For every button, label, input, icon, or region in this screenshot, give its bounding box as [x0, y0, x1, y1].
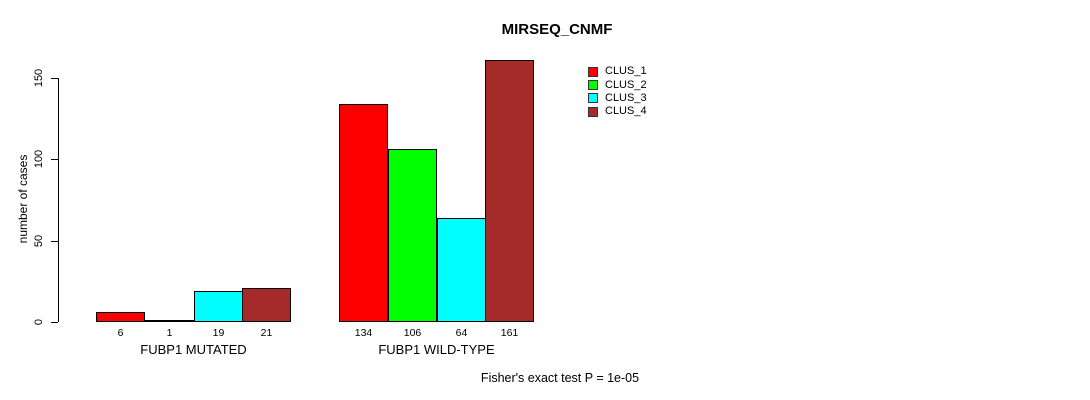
bar-clus_3: [437, 218, 486, 322]
bar-value-label: 161: [500, 327, 519, 339]
bar-clus_1: [339, 104, 388, 322]
bar-value-label: 6: [117, 327, 124, 339]
y-axis-tick: [51, 240, 58, 242]
legend: CLUS_1 CLUS_2 CLUS_3 CLUS_4: [588, 65, 647, 119]
legend-item: CLUS_1: [588, 65, 647, 78]
bar-clus_2: [145, 320, 194, 322]
legend-swatch-clus_4: [588, 106, 598, 117]
chart-title: MIRSEQ_CNMF: [501, 21, 613, 38]
y-axis-tick-label: 50: [33, 234, 45, 247]
y-axis-tick-label: 100: [33, 149, 45, 169]
y-axis-label: number of cases: [16, 154, 30, 244]
legend-item: CLUS_2: [588, 78, 647, 91]
legend-label: CLUS_3: [605, 91, 647, 104]
category-label: FUBP1 MUTATED: [140, 342, 247, 357]
legend-item: CLUS_4: [588, 105, 647, 118]
legend-swatch-clus_1: [588, 66, 598, 77]
category-label: FUBP1 WILD-TYPE: [378, 342, 495, 357]
stats-annotation: Fisher's exact test P = 1e-05: [480, 371, 640, 385]
legend-swatch-clus_3: [588, 93, 598, 104]
bar-clus_1: [96, 312, 145, 322]
y-axis-line: [58, 77, 59, 322]
legend-label: CLUS_2: [605, 78, 647, 91]
bar-value-label: 106: [403, 327, 422, 339]
y-axis-tick: [51, 322, 58, 323]
bar-value-label: 19: [212, 327, 225, 339]
y-axis-tick: [51, 77, 58, 79]
bar-clus_2: [388, 149, 437, 322]
y-axis-tick-label: 150: [33, 68, 45, 87]
bar-value-label: 134: [354, 327, 373, 339]
bar-value-label: 21: [260, 327, 273, 339]
legend-label: CLUS_1: [605, 65, 647, 78]
bar-clus_3: [194, 291, 243, 322]
y-axis-tick-label: 0: [33, 318, 45, 326]
bar-value-label: 64: [455, 327, 468, 339]
bar-value-label: 1: [166, 327, 173, 339]
bar-clus_4: [485, 60, 534, 322]
legend-label: CLUS_4: [605, 105, 647, 118]
bar-clus_4: [242, 288, 291, 322]
legend-item: CLUS_3: [588, 92, 647, 105]
legend-swatch-clus_2: [588, 80, 598, 91]
y-axis-tick: [51, 159, 58, 161]
